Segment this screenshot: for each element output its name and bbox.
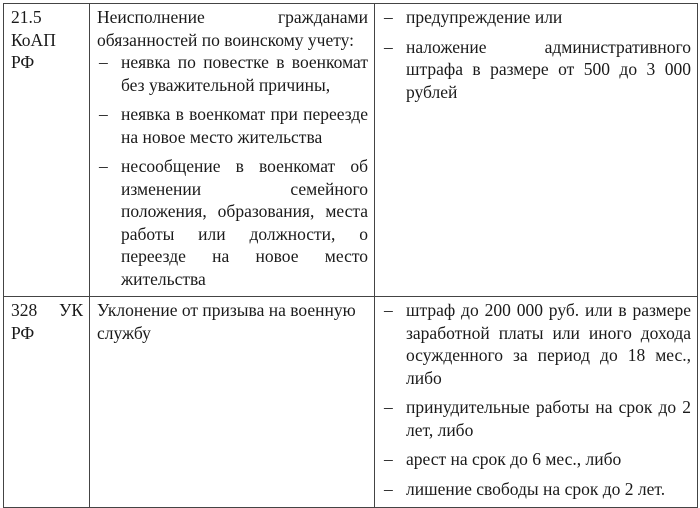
offense-intro: Неисполнение гражданами обязанностей по … [97, 7, 368, 50]
list-item: лишение свободы на срок до 2 лет. [382, 478, 691, 501]
list-item: несообщение в военкомат об изменении сем… [97, 155, 368, 290]
penalty-list: предупреждение или наложение администрат… [382, 6, 691, 103]
list-item: неявка по повестке в военкомат без уважи… [97, 51, 368, 96]
list-item: арест на срок до 6 мес., либо [382, 448, 691, 471]
article-cell: 328 УК РФ [3, 296, 90, 508]
list-item: предупреждение или [382, 6, 691, 29]
list-item: неявка в военкомат при переезде на новое… [97, 103, 368, 148]
offense-list: неявка по повестке в военкомат без уважи… [97, 51, 368, 290]
list-item: принудительные работы на срок до 2 лет, … [382, 396, 691, 441]
penalty-cell: штраф до 200 000 руб. или в размере зара… [374, 296, 698, 508]
list-item: наложение административного штрафа в раз… [382, 36, 691, 104]
list-item: штраф до 200 000 руб. или в размере зара… [382, 299, 691, 389]
offense-intro: Уклонение от призыва на военную службу [97, 300, 356, 343]
penalties-table: 21.5 КоАП РФ Неисполнение гражданами обя… [3, 3, 698, 508]
article-cell: 21.5 КоАП РФ [3, 3, 90, 297]
offense-cell: Неисполнение гражданами обязанностей по … [89, 3, 375, 297]
penalty-cell: предупреждение или наложение администрат… [374, 3, 698, 297]
offense-cell: Уклонение от призыва на военную службу [89, 296, 375, 508]
table-row: 328 УК РФ Уклонение от призыва на военну… [3, 296, 698, 508]
penalty-list: штраф до 200 000 руб. или в размере зара… [382, 299, 691, 500]
table-row: 21.5 КоАП РФ Неисполнение гражданами обя… [3, 3, 698, 297]
